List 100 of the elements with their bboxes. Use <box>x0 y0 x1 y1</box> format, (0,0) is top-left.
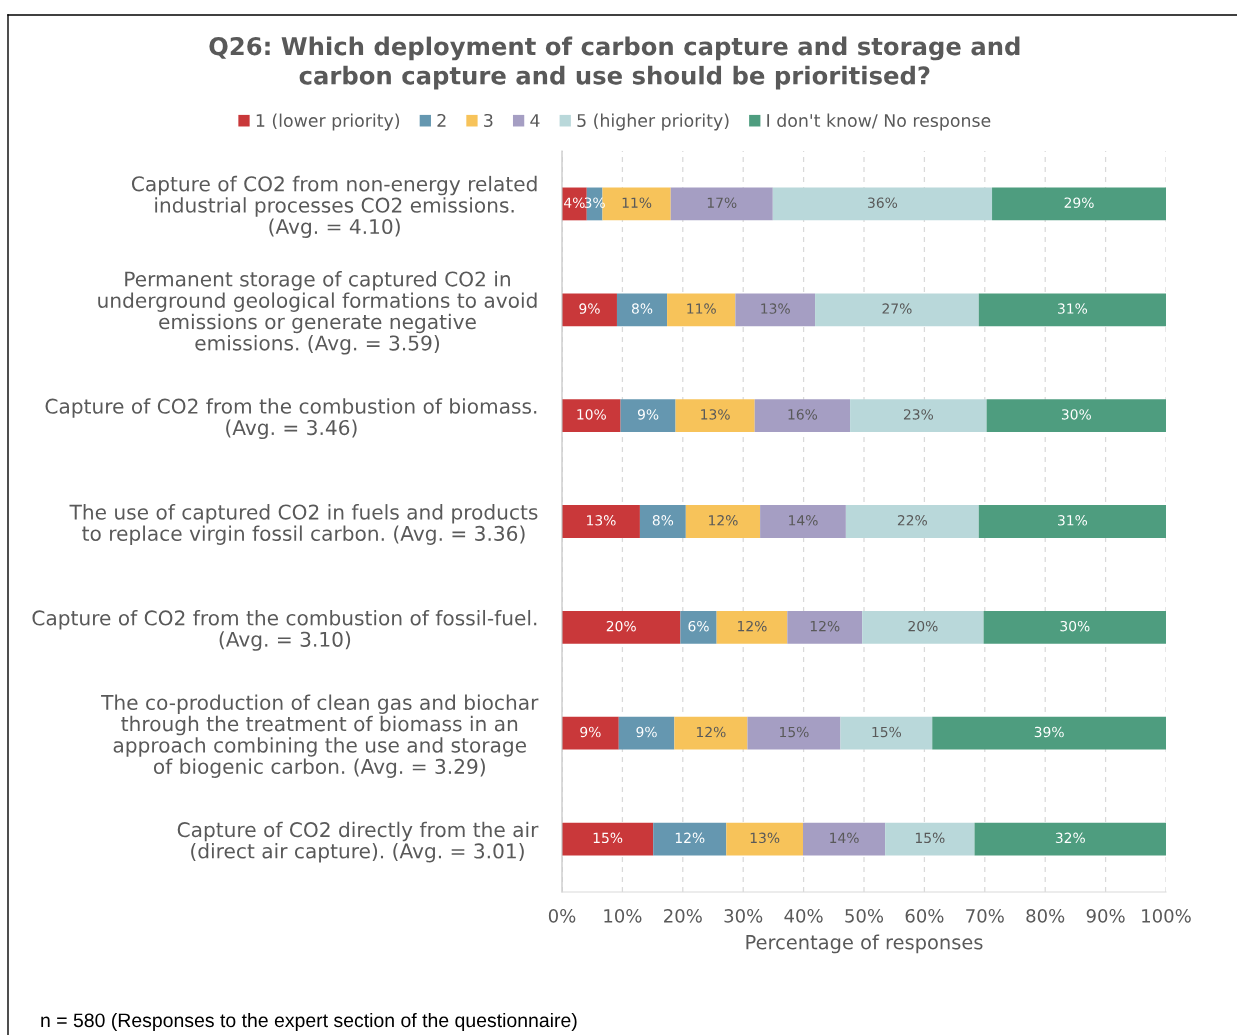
data-label: 30% <box>1060 620 1090 632</box>
bar <box>932 716 1166 750</box>
x-tick-label: 80% <box>1026 908 1065 923</box>
x-tick-label: 50% <box>845 908 884 923</box>
y-tick-label: Capture of CO2 directly from the air (direct air capture). (Avg. = 3.01) <box>177 821 539 863</box>
data-label: 13% <box>761 303 790 314</box>
bar <box>562 293 617 327</box>
bar <box>675 399 755 433</box>
bar <box>618 716 675 750</box>
data-label: 13% <box>701 409 730 420</box>
bar <box>562 610 681 644</box>
x-tick-label: 0% <box>548 908 576 923</box>
bar <box>674 716 748 750</box>
bar <box>667 293 736 327</box>
bar <box>986 399 1166 433</box>
x-tick-label: 10% <box>604 908 642 923</box>
data-label: 12% <box>696 726 726 738</box>
bar <box>850 399 987 433</box>
bar <box>974 822 1166 856</box>
data-label: 14% <box>830 832 859 844</box>
x-tick-label: 70% <box>966 908 1004 923</box>
data-label: 9% <box>636 726 657 738</box>
bar <box>754 399 851 433</box>
bar <box>735 293 816 327</box>
bar <box>978 293 1166 327</box>
bar <box>983 610 1166 644</box>
bar <box>815 293 979 327</box>
data-label: 39% <box>1034 726 1064 738</box>
bar <box>760 505 846 538</box>
x-tick-label: 60% <box>905 908 944 923</box>
x-axis-title: Percentage of responses <box>746 934 983 954</box>
data-label: 14% <box>789 515 818 526</box>
bar <box>787 610 863 644</box>
y-tick-label: Capture of CO2 from the combustion of biomass. (Avg. = 3.46) <box>45 398 537 440</box>
data-label: 8% <box>631 303 653 314</box>
data-label: 15% <box>780 726 809 738</box>
bar <box>747 716 841 750</box>
chart-title: Q26: Which deployment of carbon capture and storage and carbon capture and use should be prioritised? <box>209 36 1020 90</box>
bar <box>862 610 984 644</box>
x-tick-label: 40% <box>784 908 823 923</box>
y-tick-label: The use of captured CO2 in fuels and products to replace virgin fossil carbon. (Avg. = 3.36) <box>69 504 538 545</box>
bar <box>803 822 886 856</box>
bar <box>885 822 975 856</box>
bar <box>562 716 619 750</box>
legend-label: 3 <box>484 113 493 128</box>
data-label: 16% <box>788 409 818 420</box>
bar <box>562 505 640 538</box>
data-label: 13% <box>587 515 616 526</box>
data-label: 9% <box>580 726 601 738</box>
data-label: 15% <box>593 832 623 844</box>
data-label: 15% <box>915 832 945 844</box>
bar <box>726 822 803 856</box>
data-label: 15% <box>872 726 902 738</box>
data-label: 20% <box>908 620 938 632</box>
data-label: 6% <box>688 620 709 632</box>
x-tick-label: 30% <box>724 908 763 923</box>
x-tick-label: 90% <box>1086 908 1125 923</box>
data-label: 11% <box>622 197 652 208</box>
y-tick-label: Permanent storage of captured CO2 in underground geological formations to avoid emissions or generate negative emissions. (Avg. = 3.59) <box>98 271 537 355</box>
text: n = 580 (Responses to the expert section of the questionnaire) <box>41 1012 577 1032</box>
legend-label: 2 <box>437 113 446 127</box>
bar <box>620 399 676 433</box>
x-tick-label: 100% <box>1142 908 1191 923</box>
bar <box>840 716 933 750</box>
bar <box>653 822 727 856</box>
data-label: 23% <box>903 409 934 420</box>
data-label: 12% <box>675 832 705 844</box>
data-label: 9% <box>579 303 600 314</box>
data-label: 12% <box>810 620 840 632</box>
data-label: 12% <box>709 515 738 526</box>
data-label: 11% <box>687 303 716 314</box>
legend-label: 4 <box>530 114 540 127</box>
bar <box>616 293 668 327</box>
data-label: 12% <box>738 620 767 632</box>
data-label: 8% <box>652 515 674 526</box>
data-label: 27% <box>882 303 912 314</box>
data-label: 17% <box>707 197 737 208</box>
data-label: 29% <box>1064 197 1094 208</box>
data-label: 22% <box>897 515 927 526</box>
x-tick-label: 20% <box>664 908 702 923</box>
data-label: 31% <box>1058 515 1088 526</box>
data-label: 30% <box>1061 409 1091 420</box>
bar <box>845 505 979 538</box>
y-tick-label: Capture of CO2 from non-energy related industrial processes CO2 emissions. (Avg. = 4.10) <box>131 175 537 239</box>
bar <box>772 187 993 221</box>
bar <box>992 187 1166 221</box>
y-tick-label: The co-production of clean gas and biochar through the treatment of biomass in an approach combining the use and storage of biogenic carbon. (Avg. = 3.29) <box>101 694 539 778</box>
data-label: 36% <box>868 197 898 208</box>
data-label: 9% <box>637 409 659 420</box>
bar <box>685 505 761 538</box>
bar <box>670 187 773 221</box>
legend-label: 5 (higher priority) <box>577 113 729 131</box>
bar <box>562 399 621 433</box>
data-label: 4% <box>564 197 585 208</box>
data-label: 31% <box>1058 303 1088 314</box>
legend-label: 1 (lower priority) <box>256 113 400 131</box>
bar <box>680 610 717 644</box>
legend-label: I don't know/ No response <box>767 113 991 131</box>
data-label: 10% <box>577 409 606 420</box>
data-label: 32% <box>1055 832 1085 844</box>
